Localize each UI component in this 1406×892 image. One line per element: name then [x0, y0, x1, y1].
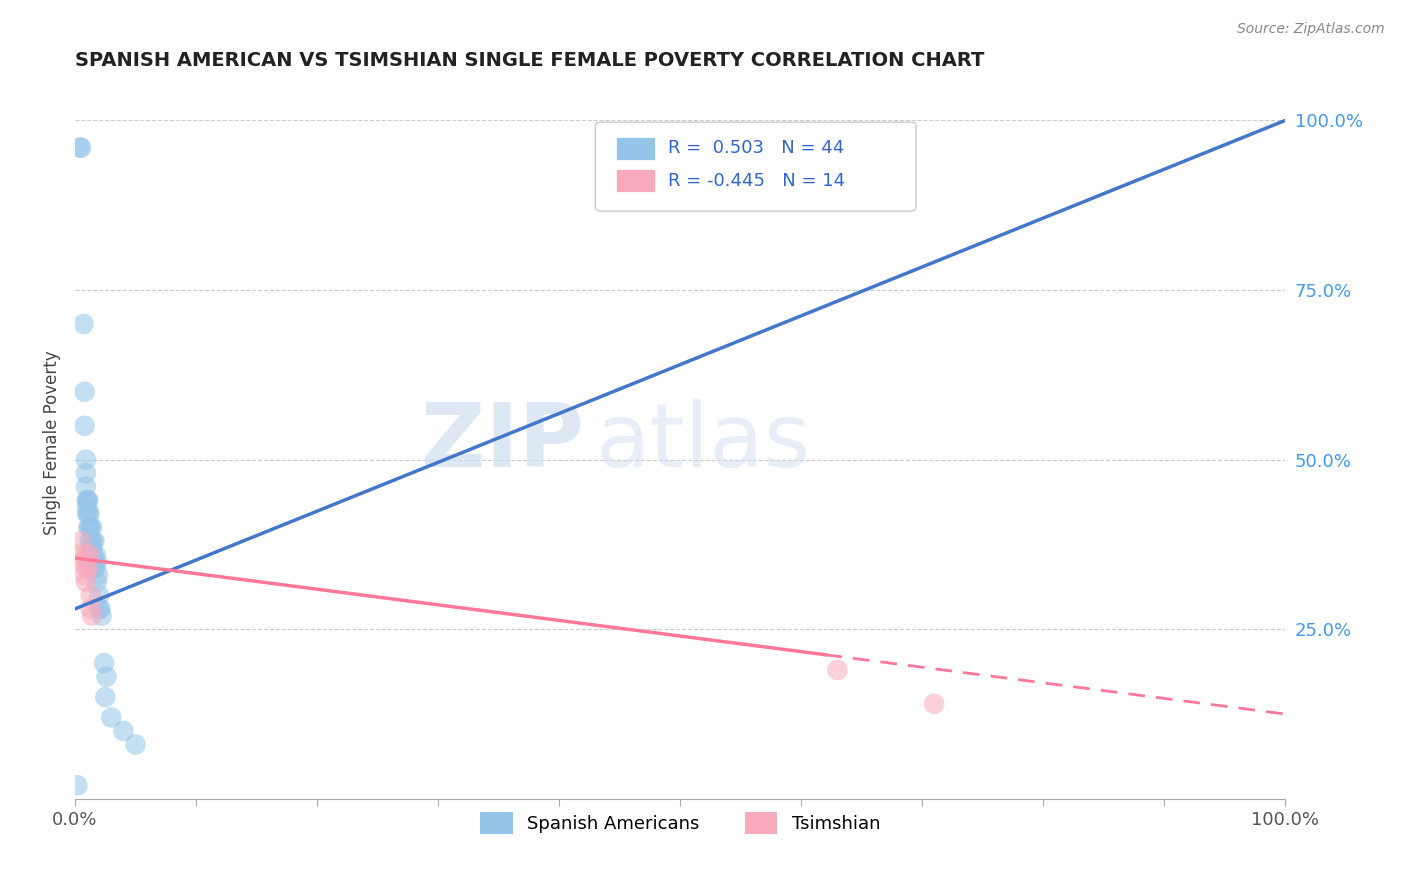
Point: [83, 554, 105, 568]
Text: ZIP: ZIP: [420, 400, 583, 486]
Text: SPANISH AMERICAN VS TSIMSHIAN SINGLE FEMALE POVERTY CORRELATION CHART: SPANISH AMERICAN VS TSIMSHIAN SINGLE FEM…: [75, 51, 984, 70]
Point: [69, 140, 91, 154]
Point: [72, 317, 94, 331]
Point: [100, 710, 122, 724]
Point: [89, 602, 111, 616]
Text: atlas: atlas: [595, 400, 810, 486]
Point: [77, 561, 100, 575]
Point: [87, 568, 110, 582]
Bar: [616, 169, 655, 192]
Point: [77, 520, 100, 534]
Text: R =  0.503   N = 44: R = 0.503 N = 44: [668, 139, 844, 158]
Point: [73, 568, 96, 582]
Point: [76, 500, 98, 515]
Point: [112, 724, 135, 739]
Point: [80, 602, 103, 616]
Y-axis label: Single Female Poverty: Single Female Poverty: [44, 351, 60, 535]
Point: [76, 548, 98, 562]
Point: [80, 541, 103, 555]
Point: [66, 778, 89, 792]
Point: [89, 602, 111, 616]
Point: [79, 520, 101, 534]
Legend: Spanish Americans, Tsimshian: Spanish Americans, Tsimshian: [471, 803, 889, 843]
Point: [67, 548, 90, 562]
Point: [75, 561, 97, 575]
Point: [86, 574, 108, 589]
Point: [86, 554, 108, 568]
Point: [75, 480, 97, 494]
Point: [84, 548, 107, 562]
Point: [77, 507, 100, 521]
Text: Source: ZipAtlas.com: Source: ZipAtlas.com: [1237, 22, 1385, 37]
Point: [89, 588, 111, 602]
FancyBboxPatch shape: [595, 122, 917, 211]
Point: [96, 670, 118, 684]
Point: [84, 561, 107, 575]
Point: [72, 554, 94, 568]
Point: [80, 534, 103, 549]
Point: [76, 507, 98, 521]
Point: [82, 534, 104, 549]
Point: [75, 574, 97, 589]
Point: [79, 548, 101, 562]
Point: [80, 608, 103, 623]
Bar: [616, 137, 655, 160]
Point: [73, 418, 96, 433]
Point: [827, 663, 849, 677]
Point: [124, 738, 146, 752]
Point: [75, 452, 97, 467]
Point: [76, 493, 98, 508]
Point: [82, 548, 104, 562]
Point: [70, 534, 93, 549]
Point: [76, 493, 98, 508]
Point: [79, 534, 101, 549]
Point: [77, 493, 100, 508]
Point: [80, 520, 103, 534]
Point: [83, 534, 105, 549]
Point: [80, 520, 103, 534]
Point: [922, 697, 945, 711]
Point: [90, 608, 112, 623]
Point: [93, 656, 115, 670]
Point: [70, 140, 93, 154]
Point: [79, 507, 101, 521]
Point: [80, 588, 103, 602]
Point: [75, 466, 97, 480]
Point: [94, 690, 117, 704]
Text: R = -0.445   N = 14: R = -0.445 N = 14: [668, 171, 845, 189]
Point: [82, 561, 104, 575]
Point: [73, 384, 96, 399]
Point: [80, 541, 103, 555]
